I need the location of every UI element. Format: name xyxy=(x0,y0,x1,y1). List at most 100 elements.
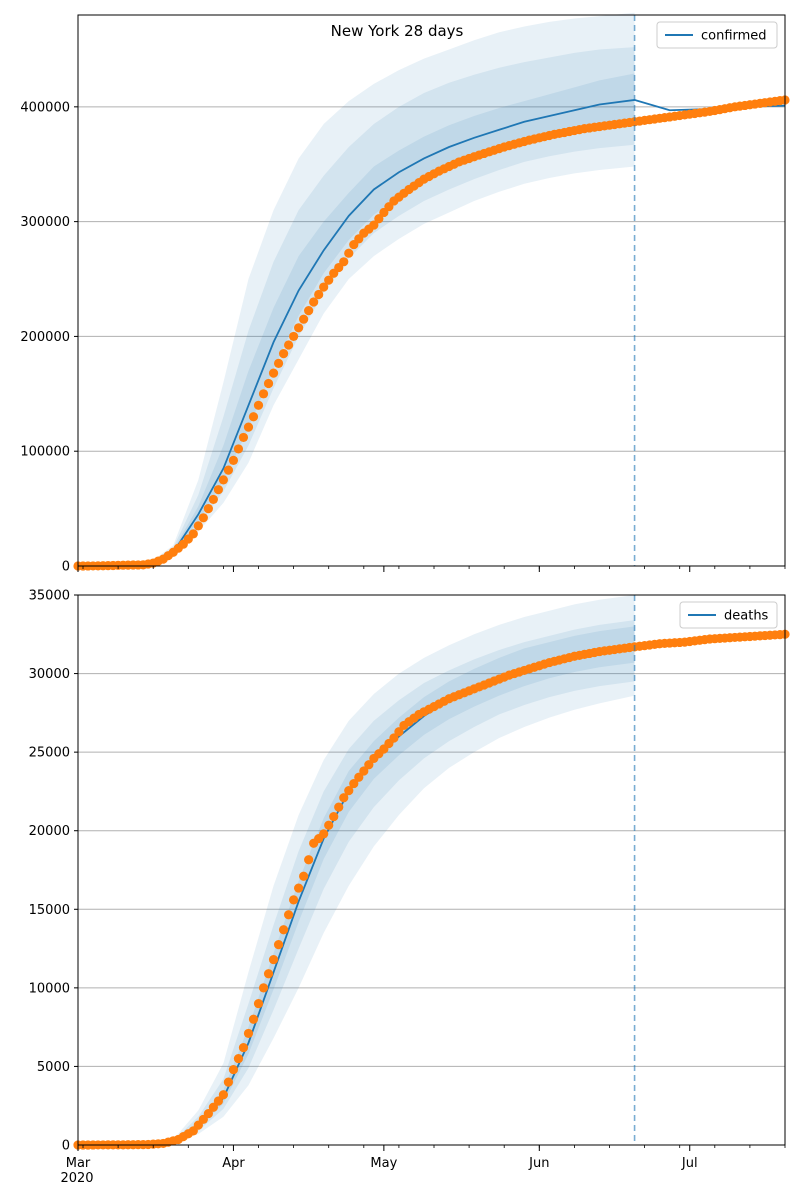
confirmed-observed-point xyxy=(278,349,289,359)
confirmed-observed-point xyxy=(289,331,299,342)
x-tick-label: May xyxy=(370,1156,397,1171)
deaths-legend-label: deaths xyxy=(724,609,769,624)
confirmed-observed-point xyxy=(304,305,314,316)
y-tick-label: 30000 xyxy=(29,667,70,682)
confirmed-observed-point xyxy=(344,248,354,258)
confirmed-observed-point xyxy=(213,485,223,495)
deaths-observed-point xyxy=(344,786,354,796)
deaths-observed-point xyxy=(263,969,274,979)
y-tick-label: 10000 xyxy=(29,981,70,996)
confirmed-observed-point xyxy=(273,358,284,368)
confirmed-observed-point xyxy=(319,282,329,292)
y-tick-label: 5000 xyxy=(37,1060,70,1075)
x-tick-label: Jul xyxy=(681,1156,698,1171)
deaths-observed-point xyxy=(289,895,299,905)
deaths-observed-point xyxy=(329,811,339,822)
confirmed-observed-point xyxy=(223,465,234,475)
deaths-observed-point xyxy=(324,820,334,830)
deaths-observed-point xyxy=(349,778,359,789)
y-tick-label: 0 xyxy=(62,560,70,575)
confirmed-panel: 0 100000 200000 300000 400000 confirmed xyxy=(20,12,790,575)
chart-title: New York 28 days xyxy=(331,22,464,40)
deaths-observed-point xyxy=(299,871,309,881)
confirmed-axes-frame xyxy=(77,14,786,567)
deaths-legend-box xyxy=(679,601,778,629)
confirmed-observed-point xyxy=(294,323,304,333)
confirmed-uncertainty-band-2 xyxy=(148,47,635,564)
confirmed-observed-point xyxy=(369,220,379,230)
confirmed-observed-point xyxy=(339,257,349,267)
deaths-observed-point xyxy=(339,793,349,803)
confirmed-legend-box xyxy=(656,21,778,49)
deaths-observed-point xyxy=(278,925,289,935)
y-tick-label: 300000 xyxy=(20,215,70,230)
confirmed-observed-point xyxy=(314,289,324,300)
y-tick-label: 200000 xyxy=(20,330,70,345)
confirmed-observed-point xyxy=(243,422,254,432)
x-tick-label: Apr xyxy=(222,1156,245,1171)
deaths-observed-point xyxy=(394,727,404,737)
deaths-observed-point xyxy=(389,733,399,743)
y-tick-label: 35000 xyxy=(29,589,70,604)
deaths-observed-point xyxy=(208,1102,218,1112)
deaths-observed-point xyxy=(304,855,314,865)
deaths-observed-point xyxy=(233,1053,244,1064)
deaths-panel: 0 5000 10000 15000 20000 25000 30000 35000 Mar Ap… xyxy=(29,589,790,1171)
confirmed-observed-point xyxy=(188,529,198,539)
deaths-observed-point xyxy=(218,1090,229,1100)
confirmed-observed-point xyxy=(299,314,309,324)
confirmed-observed-point xyxy=(218,475,229,485)
deaths-observed-point xyxy=(248,1014,259,1024)
confirmed-observed-point xyxy=(198,513,208,523)
x-tick-label: Mar xyxy=(66,1156,91,1171)
x-axis-year-label: 2020 xyxy=(60,1171,93,1186)
confirmed-legend-label: confirmed xyxy=(701,29,767,44)
confirmed-observed-point xyxy=(374,214,384,224)
y-tick-label: 100000 xyxy=(20,445,70,460)
deaths-uncertainty-band-3 xyxy=(148,626,635,1145)
deaths-observed-point xyxy=(258,983,269,993)
deaths-axes-frame xyxy=(77,594,786,1146)
confirmed-observed-point xyxy=(248,412,259,422)
deaths-observed-point xyxy=(228,1064,239,1075)
y-tick-label: 25000 xyxy=(29,746,70,761)
confirmed-observed-point xyxy=(228,455,239,465)
deaths-observed-point xyxy=(223,1077,234,1087)
deaths-observed-point xyxy=(364,760,374,770)
deaths-observed-point xyxy=(268,954,279,965)
confirmed-observed-point xyxy=(203,504,213,514)
confirmed-observed-point xyxy=(233,444,244,454)
y-tick-label: 0 xyxy=(62,1139,70,1154)
confirmed-uncertainty-band-3 xyxy=(148,73,635,564)
deaths-observed-point xyxy=(243,1028,254,1039)
confirmed-observed-point xyxy=(258,389,269,399)
deaths-observed-point xyxy=(359,766,369,776)
deaths-observed-point xyxy=(294,883,304,893)
confirmed-observed-point xyxy=(253,400,264,410)
confirmed-observed-point xyxy=(193,521,203,531)
deaths-observed-point xyxy=(238,1042,249,1053)
y-tick-label: 15000 xyxy=(29,903,70,918)
confirmed-observed-point xyxy=(263,378,274,389)
deaths-observed-point xyxy=(283,910,294,920)
confirmed-observed-point xyxy=(324,275,334,285)
deaths-observed-point xyxy=(213,1096,223,1106)
y-tick-label: 20000 xyxy=(29,824,70,839)
deaths-observed-point xyxy=(334,802,344,812)
confirmed-observed-point xyxy=(268,368,279,378)
confirmed-observed-point xyxy=(309,297,319,307)
deaths-observed-point xyxy=(354,772,364,782)
deaths-observed-point xyxy=(319,829,329,839)
deaths-observed-point xyxy=(203,1108,213,1119)
deaths-uncertainty-band-2 xyxy=(148,620,635,1145)
confirmed-observed-point xyxy=(283,340,294,350)
confirmed-uncertainty-band-1 xyxy=(148,12,635,564)
x-tick-label: Jun xyxy=(528,1156,549,1171)
y-tick-label: 400000 xyxy=(20,100,70,115)
confirmed-observed-point xyxy=(208,494,218,505)
deaths-observed-point xyxy=(273,940,284,950)
deaths-observed-point xyxy=(253,998,264,1009)
deaths-uncertainty-band-1 xyxy=(148,595,635,1145)
confirmed-observed-point xyxy=(238,432,249,443)
